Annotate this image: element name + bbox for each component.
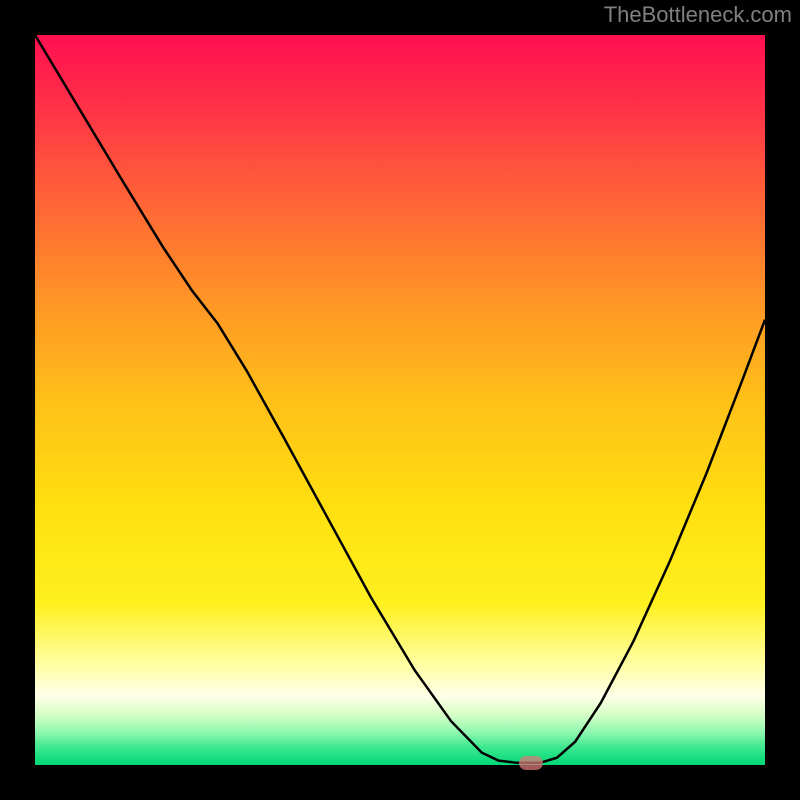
watermark-text: TheBottleneck.com (604, 2, 792, 28)
optimal-point-marker (519, 756, 543, 770)
bottleneck-curve (35, 35, 765, 765)
bottleneck-chart (35, 35, 765, 765)
